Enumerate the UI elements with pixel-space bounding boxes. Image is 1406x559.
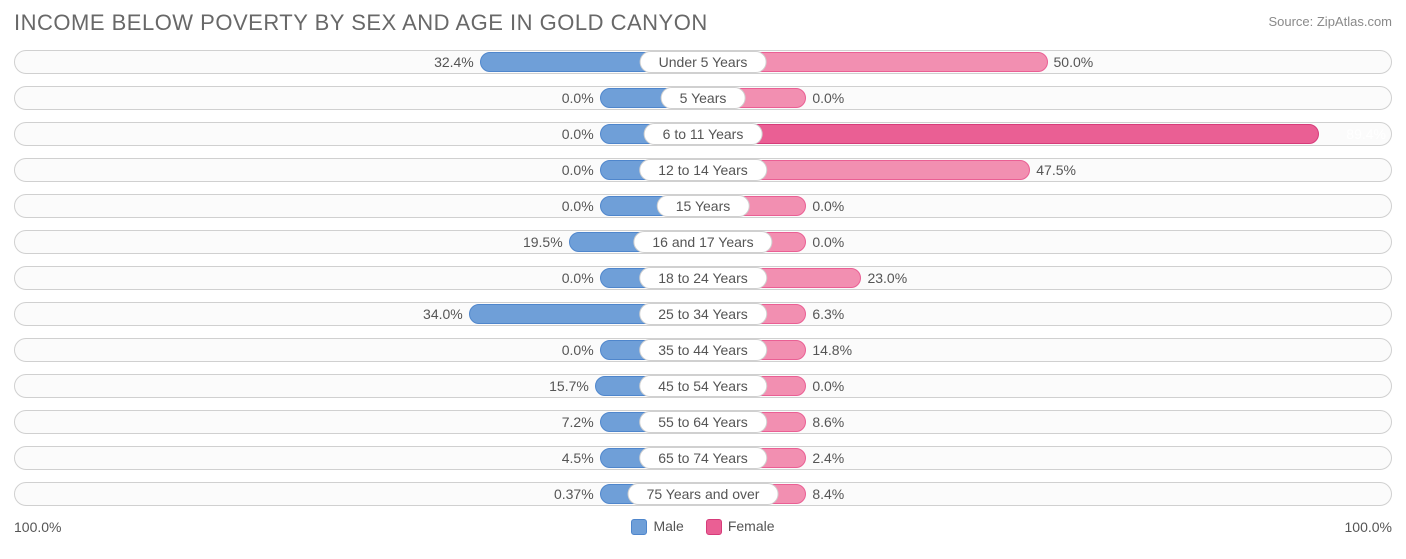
legend: Male Female xyxy=(631,518,774,535)
category-label: 18 to 24 Years xyxy=(639,267,767,289)
legend-female: Female xyxy=(706,518,775,535)
chart-row: 4.5% 2.4% 65 to 74 Years xyxy=(14,446,1392,470)
female-value: 8.6% xyxy=(806,410,844,434)
chart-row: 0.0% 47.5% 12 to 14 Years xyxy=(14,158,1392,182)
male-value: 0.0% xyxy=(562,158,600,182)
male-value: 32.4% xyxy=(434,50,480,74)
female-value: 50.0% xyxy=(1048,50,1094,74)
female-value: 0.0% xyxy=(806,86,844,110)
legend-female-swatch xyxy=(706,519,722,535)
chart-row: 7.2% 8.6% 55 to 64 Years xyxy=(14,410,1392,434)
category-label: 16 and 17 Years xyxy=(633,231,772,253)
axis-right-max: 100.0% xyxy=(1345,519,1392,535)
diverging-bar-chart: 32.4%50.0%Under 5 Years0.0%0.0%5 Years0.… xyxy=(14,50,1392,506)
female-value: 6.3% xyxy=(806,302,844,326)
chart-row: 0.37% 8.4% 75 Years and over xyxy=(14,482,1392,506)
chart-row: 19.5% 0.0% 16 and 17 Years xyxy=(14,230,1392,254)
female-bar xyxy=(703,124,1319,144)
legend-male-label: Male xyxy=(653,518,683,534)
chart-row: 32.4% 50.0% Under 5 Years xyxy=(14,50,1392,74)
male-value: 15.7% xyxy=(549,374,595,398)
female-value: 0.0% xyxy=(806,194,844,218)
legend-male: Male xyxy=(631,518,683,535)
chart-row: 0.0% 14.8% 35 to 44 Years xyxy=(14,338,1392,362)
category-label: 15 Years xyxy=(657,195,750,217)
category-label: 65 to 74 Years xyxy=(639,447,767,469)
category-label: 45 to 54 Years xyxy=(639,375,767,397)
female-value: 2.4% xyxy=(806,446,844,470)
female-value: 23.0% xyxy=(861,266,907,290)
chart-row: 34.0% 6.3% 25 to 34 Years xyxy=(14,302,1392,326)
female-value: 8.4% xyxy=(806,482,844,506)
female-value: 47.5% xyxy=(1030,158,1076,182)
female-value: 0.0% xyxy=(806,374,844,398)
female-value: 0.0% xyxy=(806,230,844,254)
male-value: 34.0% xyxy=(423,302,469,326)
male-value: 4.5% xyxy=(562,446,600,470)
male-value: 19.5% xyxy=(523,230,569,254)
chart-row: 0.0% 89.4% 6 to 11 Years xyxy=(14,122,1392,146)
male-value: 0.0% xyxy=(562,266,600,290)
male-value: 7.2% xyxy=(562,410,600,434)
axis-left-max: 100.0% xyxy=(14,519,61,535)
female-value: 89.4% xyxy=(1346,122,1386,146)
category-label: 6 to 11 Years xyxy=(644,123,763,145)
category-label: 35 to 44 Years xyxy=(639,339,767,361)
category-label: 12 to 14 Years xyxy=(639,159,767,181)
male-value: 0.0% xyxy=(562,194,600,218)
chart-row: 15.7% 0.0% 45 to 54 Years xyxy=(14,374,1392,398)
category-label: 75 Years and over xyxy=(628,483,779,505)
female-value: 14.8% xyxy=(806,338,852,362)
male-value: 0.0% xyxy=(562,338,600,362)
chart-row: 0.0% 23.0% 18 to 24 Years xyxy=(14,266,1392,290)
male-value: 0.0% xyxy=(562,86,600,110)
chart-title: INCOME BELOW POVERTY BY SEX AND AGE IN G… xyxy=(14,10,708,36)
chart-row: 0.0% 0.0% 15 Years xyxy=(14,194,1392,218)
male-value: 0.0% xyxy=(562,122,600,146)
chart-source: Source: ZipAtlas.com xyxy=(1268,10,1392,29)
category-label: 5 Years xyxy=(661,87,746,109)
category-label: Under 5 Years xyxy=(640,51,767,73)
chart-row: 0.0% 0.0% 5 Years xyxy=(14,86,1392,110)
category-label: 25 to 34 Years xyxy=(639,303,767,325)
male-value: 0.37% xyxy=(554,482,600,506)
legend-male-swatch xyxy=(631,519,647,535)
category-label: 55 to 64 Years xyxy=(639,411,767,433)
legend-female-label: Female xyxy=(728,518,775,534)
